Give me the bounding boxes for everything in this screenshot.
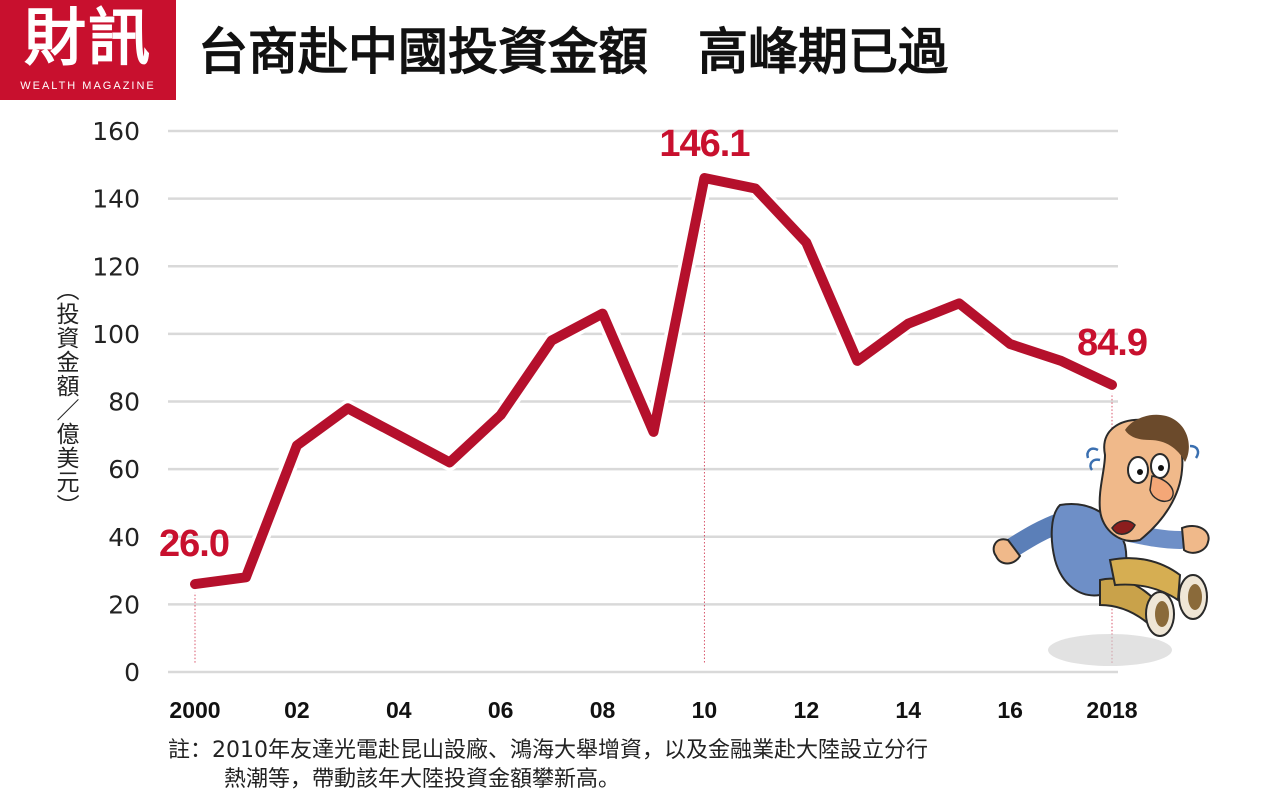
x-tick-label: 02 xyxy=(284,697,310,723)
grid-lines xyxy=(168,129,1118,674)
y-tick-label: 160 xyxy=(92,117,140,146)
x-tick-label: 12 xyxy=(794,697,820,723)
axis-ticks: 0 20 40 60 80 100 120 140 160 2000 02 04 06 08 10 12 14 1… xyxy=(92,117,1138,723)
y-tick-label: 80 xyxy=(108,388,140,417)
data-label: 26.0 xyxy=(159,523,229,565)
x-tick-label: 2000 xyxy=(169,697,220,723)
x-tick-label: 14 xyxy=(895,697,921,723)
series-halo xyxy=(186,169,1121,593)
y-tick-label: 40 xyxy=(108,523,140,552)
line-chart: 0 20 40 60 80 100 120 140 160 2000 02 04 06 08 10 12 14 1… xyxy=(92,117,1210,723)
x-tick-label: 10 xyxy=(692,697,718,723)
x-tick-label: 2018 xyxy=(1086,697,1137,723)
x-tick-label: 06 xyxy=(488,697,514,723)
panicked-falling-man-illustration xyxy=(992,414,1210,666)
y-tick-label: 140 xyxy=(92,185,140,214)
series-line xyxy=(190,173,1117,590)
y-tick-label: 20 xyxy=(108,590,140,619)
footnote-line-1: 註：2010年友達光電赴昆山設廠、鴻海大舉增資，以及金融業赴大陸設立分行 xyxy=(168,738,928,763)
x-tick-label: 16 xyxy=(997,697,1023,723)
data-label: 84.9 xyxy=(1077,322,1147,364)
x-tick-label: 08 xyxy=(590,697,616,723)
wealth-magazine-logo: 財訊 WEALTH MAGAZINE xyxy=(0,0,176,100)
y-tick-label: 0 xyxy=(124,658,140,687)
x-tick-label: 04 xyxy=(386,697,412,723)
footnote: 註：2010年友達光電赴昆山設廠、鴻海大舉增資，以及金融業赴大陸設立分行 熱潮等… xyxy=(168,736,928,794)
chart-title: 台商赴中國投資金額 高峰期已過 xyxy=(198,23,948,81)
logo-chinese-text: 財訊 xyxy=(23,1,152,74)
series-investment: 26.0 146.1 84.9 xyxy=(159,123,1148,593)
data-label: 146.1 xyxy=(659,123,750,165)
footnote-line-2: 熱潮等，帶動該年大陸投資金額攀新高。 xyxy=(224,767,621,792)
logo-english-text: WEALTH MAGAZINE xyxy=(20,80,156,92)
y-tick-label: 60 xyxy=(108,455,140,484)
y-axis-label: （投資金額／億美元） xyxy=(52,278,78,518)
y-tick-label: 100 xyxy=(92,320,140,349)
y-tick-label: 120 xyxy=(92,252,140,281)
